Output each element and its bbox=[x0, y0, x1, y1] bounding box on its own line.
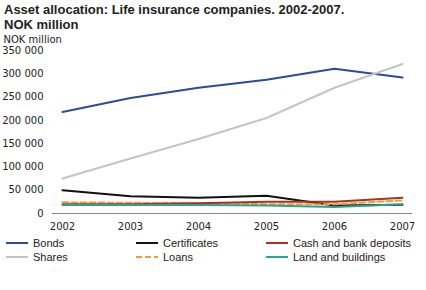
svg-text:50 000: 50 000 bbox=[9, 184, 44, 195]
svg-text:2007: 2007 bbox=[390, 221, 415, 232]
html-text:Certificates: Certificates bbox=[163, 237, 218, 249]
html-text:Asset allocation: Life insuran: Asset allocation: Life insurance compani… bbox=[4, 2, 345, 17]
svg-text:350 000: 350 000 bbox=[2, 45, 43, 56]
svg-text:2003: 2003 bbox=[118, 221, 143, 232]
svg-text:0: 0 bbox=[37, 208, 43, 219]
html-text:Bonds: Bonds bbox=[33, 237, 65, 249]
svg-text:150 000: 150 000 bbox=[2, 138, 43, 149]
svg-text:100 000: 100 000 bbox=[2, 161, 43, 172]
html-text:Loans: Loans bbox=[163, 251, 193, 263]
svg-text:2002: 2002 bbox=[50, 221, 75, 232]
html-text:Shares: Shares bbox=[33, 251, 68, 263]
svg-text:2004: 2004 bbox=[186, 221, 211, 232]
svg-text:NOK million: NOK million bbox=[4, 34, 62, 45]
svg-text:200 000: 200 000 bbox=[2, 115, 43, 126]
svg-text:2005: 2005 bbox=[254, 221, 279, 232]
svg-text:250 000: 250 000 bbox=[2, 91, 43, 102]
html-text:Cash and bank deposits: Cash and bank deposits bbox=[293, 237, 411, 249]
html-text:Land and buildings: Land and buildings bbox=[293, 251, 386, 263]
svg-text:2006: 2006 bbox=[322, 221, 347, 232]
svg-text:300 000: 300 000 bbox=[2, 68, 43, 79]
html-text:NOK million: NOK million bbox=[4, 17, 79, 32]
